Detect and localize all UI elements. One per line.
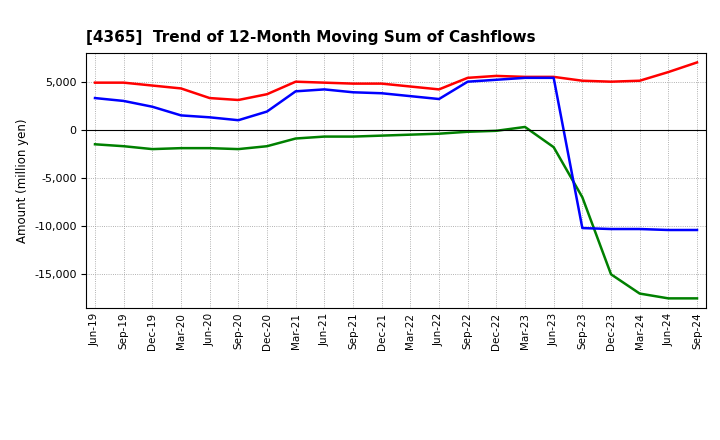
Free Cashflow (91, 95, 99, 101)
Investing Cashflow (607, 271, 616, 277)
Investing Cashflow (205, 146, 214, 151)
Free Cashflow (234, 117, 243, 123)
Free Cashflow (348, 90, 357, 95)
Investing Cashflow (464, 129, 472, 134)
Operating Cashflow (234, 97, 243, 103)
Free Cashflow (377, 91, 386, 96)
Free Cashflow (492, 77, 500, 82)
Investing Cashflow (521, 125, 529, 130)
Operating Cashflow (148, 83, 157, 88)
Free Cashflow (693, 227, 701, 233)
Investing Cashflow (492, 128, 500, 133)
Operating Cashflow (120, 80, 128, 85)
Operating Cashflow (263, 92, 271, 97)
Operating Cashflow (91, 80, 99, 85)
Investing Cashflow (234, 147, 243, 152)
Free Cashflow (635, 227, 644, 232)
Operating Cashflow (693, 60, 701, 65)
Operating Cashflow (492, 73, 500, 79)
Operating Cashflow (377, 81, 386, 86)
Operating Cashflow (348, 81, 357, 86)
Free Cashflow (464, 79, 472, 84)
Operating Cashflow (435, 87, 444, 92)
Operating Cashflow (406, 84, 415, 89)
Free Cashflow (320, 87, 328, 92)
Investing Cashflow (263, 143, 271, 149)
Free Cashflow (549, 75, 558, 81)
Investing Cashflow (549, 144, 558, 150)
Free Cashflow (205, 115, 214, 120)
Investing Cashflow (664, 296, 672, 301)
Free Cashflow (578, 225, 587, 231)
Investing Cashflow (377, 133, 386, 138)
Investing Cashflow (320, 134, 328, 139)
Investing Cashflow (348, 134, 357, 139)
Operating Cashflow (664, 70, 672, 75)
Operating Cashflow (635, 78, 644, 83)
Free Cashflow (120, 98, 128, 103)
Line: Investing Cashflow: Investing Cashflow (95, 127, 697, 298)
Operating Cashflow (292, 79, 300, 84)
Investing Cashflow (120, 143, 128, 149)
Free Cashflow (292, 89, 300, 94)
Investing Cashflow (693, 296, 701, 301)
Investing Cashflow (292, 136, 300, 141)
Text: [4365]  Trend of 12-Month Moving Sum of Cashflows: [4365] Trend of 12-Month Moving Sum of C… (86, 29, 536, 45)
Operating Cashflow (607, 79, 616, 84)
Investing Cashflow (91, 142, 99, 147)
Operating Cashflow (320, 80, 328, 85)
Investing Cashflow (435, 131, 444, 136)
Investing Cashflow (406, 132, 415, 137)
Free Cashflow (521, 75, 529, 81)
Line: Operating Cashflow: Operating Cashflow (95, 62, 697, 100)
Free Cashflow (406, 93, 415, 99)
Investing Cashflow (578, 194, 587, 200)
Investing Cashflow (176, 146, 185, 151)
Free Cashflow (148, 104, 157, 110)
Operating Cashflow (578, 78, 587, 83)
Y-axis label: Amount (million yen): Amount (million yen) (16, 118, 29, 242)
Free Cashflow (263, 109, 271, 114)
Free Cashflow (176, 113, 185, 118)
Free Cashflow (435, 96, 444, 102)
Free Cashflow (607, 227, 616, 232)
Operating Cashflow (176, 86, 185, 91)
Line: Free Cashflow: Free Cashflow (95, 78, 697, 230)
Operating Cashflow (205, 95, 214, 101)
Investing Cashflow (635, 291, 644, 296)
Operating Cashflow (521, 74, 529, 80)
Free Cashflow (664, 227, 672, 233)
Operating Cashflow (464, 75, 472, 81)
Investing Cashflow (148, 147, 157, 152)
Operating Cashflow (549, 74, 558, 80)
